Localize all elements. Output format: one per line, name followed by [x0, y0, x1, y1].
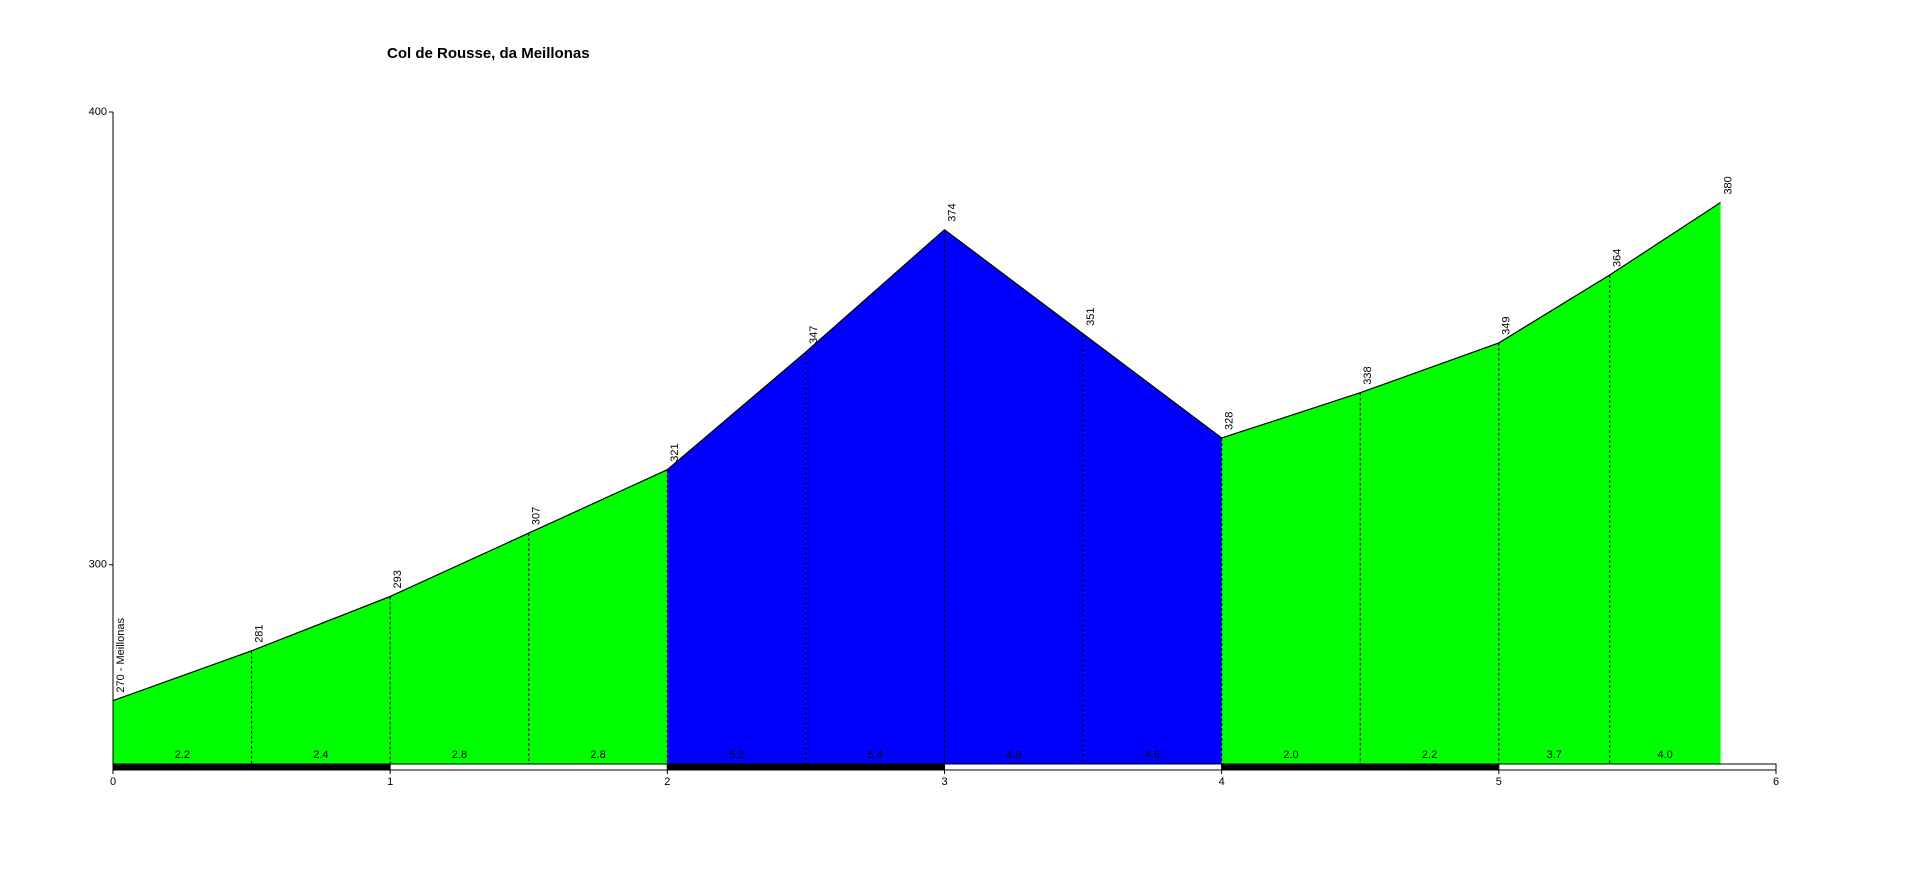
value-label: 307	[531, 507, 543, 525]
profile-segment	[528, 469, 668, 764]
profile-segment	[113, 650, 252, 764]
km-strip	[666, 763, 945, 771]
gradient-label: 5.2	[729, 749, 744, 761]
profile-segment	[1083, 333, 1222, 764]
profile-segment	[1360, 342, 1499, 764]
value-label: 281	[253, 624, 265, 642]
profile-segment	[251, 596, 391, 764]
gradient-label: 4.6	[1145, 749, 1160, 761]
km-strip	[389, 763, 668, 771]
value-label: 293	[392, 570, 404, 588]
x-tick-label: 6	[1773, 776, 1779, 788]
value-label: 349	[1501, 317, 1513, 335]
gradient-label: 4.6	[1006, 749, 1021, 761]
y-tick-label: 400	[89, 106, 107, 118]
km-strip	[944, 763, 1223, 771]
value-label: 270 - Meillonas	[115, 618, 127, 693]
value-label: 380	[1722, 176, 1734, 194]
km-strip	[112, 763, 391, 771]
gradient-label: 2.4	[313, 749, 328, 761]
profile-segment	[1609, 202, 1721, 765]
value-label: 351	[1085, 308, 1097, 326]
gradient-label: 4.0	[1657, 749, 1672, 761]
value-label: 364	[1612, 249, 1624, 267]
gradient-label: 2.2	[1422, 749, 1437, 761]
gradient-label: 5.4	[868, 749, 883, 761]
profile-segment	[805, 229, 945, 764]
value-label: 328	[1224, 412, 1236, 430]
value-label: 347	[808, 326, 820, 344]
profile-segment	[1221, 392, 1361, 764]
value-label: 338	[1362, 366, 1374, 384]
chart-title: Col de Rousse, da Meillonas	[387, 45, 590, 62]
value-label: 321	[669, 443, 681, 461]
gradient-label: 2.8	[590, 749, 605, 761]
x-tick-label: 4	[1219, 776, 1225, 788]
x-tick-label: 1	[387, 776, 393, 788]
gradient-label: 2.8	[452, 749, 467, 761]
x-tick-label: 5	[1496, 776, 1502, 788]
km-strip	[1498, 763, 1777, 771]
y-tick-label: 300	[89, 559, 107, 571]
gradient-label: 3.7	[1547, 749, 1562, 761]
gradient-label: 2.0	[1283, 749, 1298, 761]
gradient-label: 2.2	[175, 749, 190, 761]
x-tick-label: 0	[110, 776, 116, 788]
profile-segment	[1498, 275, 1610, 764]
profile-segment	[390, 533, 529, 764]
x-tick-label: 3	[941, 776, 947, 788]
profile-segment	[667, 351, 806, 764]
profile-segment	[944, 229, 1084, 764]
value-label: 374	[946, 203, 958, 221]
km-strip	[1221, 763, 1500, 771]
x-tick-label: 2	[664, 776, 670, 788]
